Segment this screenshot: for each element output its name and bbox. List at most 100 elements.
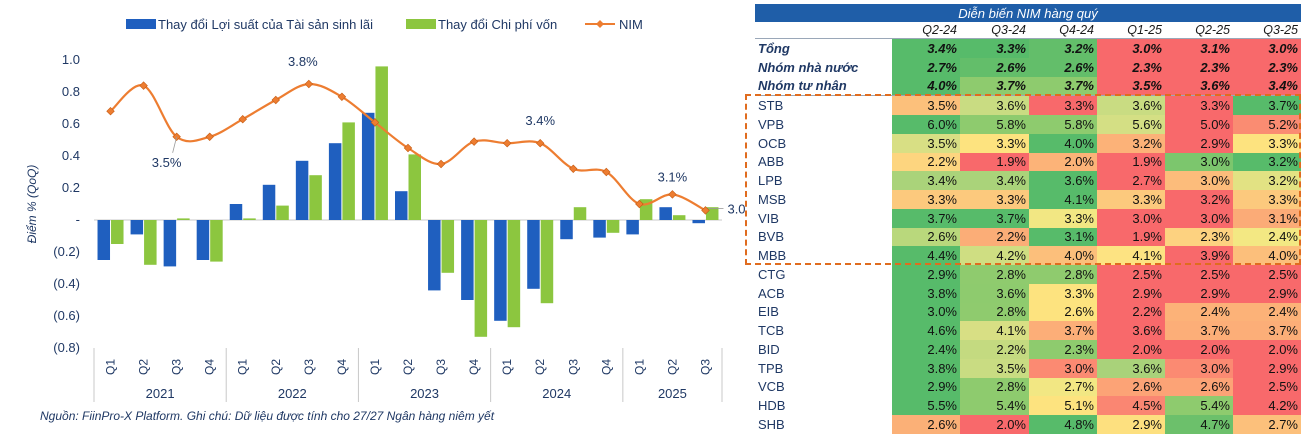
table-header-row: Q2-24 Q3-24 Q4-24 Q1-25 Q2-25 Q3-25 (755, 22, 1301, 39)
nim-cell: 3.2% (1165, 190, 1233, 209)
x-tick-label: Q4 (599, 359, 613, 375)
x-tick-label: Q1 (104, 359, 118, 375)
nim-cell: 3.1% (1165, 38, 1233, 58)
nim-cell: 3.6% (1097, 358, 1165, 378)
table-row: OCB 3.5% 3.3% 4.0% 3.2% 2.9% 3.3% (755, 133, 1301, 153)
nim-cell: 5.0% (1165, 115, 1233, 134)
bar-funding-cost (573, 207, 587, 220)
x-tick-label: Q4 (467, 359, 481, 375)
nim-cell: 2.3% (1097, 57, 1165, 77)
nim-cell: 2.7% (1097, 171, 1165, 190)
table-row: VIB 3.7% 3.7% 3.3% 3.0% 3.0% 3.1% (755, 208, 1301, 228)
nim-cell: 4.1% (1097, 246, 1165, 265)
x-tick-label: Q1 (632, 359, 646, 375)
x-tick-label: Q2 (401, 359, 415, 375)
nim-cell: 3.5% (1097, 76, 1165, 96)
nim-annotation: 3.8% (288, 54, 318, 69)
nim-cell: 3.1% (1029, 227, 1097, 247)
nim-cell: 2.9% (1165, 283, 1233, 303)
table-row: SHB 2.6% 2.0% 4.8% 2.9% 4.7% 2.7% (755, 415, 1301, 434)
nim-cell: 3.3% (1029, 283, 1097, 303)
nim-marker (668, 190, 677, 199)
row-label: LPB (758, 173, 783, 189)
nim-cell: 3.0% (1165, 152, 1233, 172)
x-tick-label: Q2 (533, 359, 547, 375)
y-tick-label: 0.6 (62, 116, 80, 131)
nim-cell: 3.2% (1233, 152, 1301, 172)
nim-cell: 4.7% (1165, 415, 1233, 434)
row-label: STB (755, 95, 892, 115)
nim-cell: 2.6% (1029, 302, 1097, 322)
nim-cell: 5.5% (892, 396, 960, 415)
bar-funding-cost (441, 220, 455, 273)
bar-funding-cost (276, 205, 289, 220)
table-row: TCB 4.6% 4.1% 3.7% 3.6% 3.7% 3.7% (755, 321, 1301, 340)
x-tick-label: Q4 (203, 359, 217, 375)
nim-cell: 2.9% (892, 377, 960, 397)
nim-cell: 3.2% (1097, 133, 1165, 153)
table-row: ACB 3.8% 3.6% 3.3% 2.9% 2.9% 2.9% (755, 283, 1301, 303)
legend-label: NIM (619, 17, 643, 32)
nim-cell: 3.3% (1233, 190, 1301, 209)
nim-cell: 3.3% (1029, 208, 1097, 228)
nim-marker (469, 137, 479, 146)
bar-yield (97, 220, 111, 260)
nim-cell: 4.2% (960, 246, 1029, 265)
nim-marker (139, 81, 148, 90)
nim-cell: 2.6% (1097, 377, 1165, 397)
nim-cell: 3.2% (1029, 38, 1097, 58)
bar-yield (659, 207, 672, 220)
nim-cell: 2.6% (960, 57, 1029, 77)
source-note: Nguồn: FiinPro-X Platform. Ghi chú: Dữ l… (40, 409, 495, 423)
bar-yield (527, 220, 540, 289)
nim-cell: 2.9% (1097, 415, 1165, 434)
table-row: Tổng 3.4% 3.3% 3.2% 3.0% 3.1% 3.0% (755, 38, 1301, 58)
row-label: VCB (758, 379, 785, 395)
nim-cell: 3.6% (1097, 95, 1165, 115)
nim-cell: 2.8% (960, 302, 1029, 322)
nim-cell: 6.0% (892, 115, 960, 134)
nim-cell: 2.0% (960, 415, 1029, 434)
nim-cell: 3.3% (1097, 190, 1165, 209)
column-header: Q3-24 (960, 22, 1029, 39)
table-row: BID 2.4% 2.2% 2.3% 2.0% 2.0% 2.0% (755, 340, 1301, 359)
nim-cell: 2.2% (892, 152, 960, 172)
column-header: Q2-24 (892, 22, 960, 39)
bar-funding-cost (507, 220, 521, 328)
nim-cell: 3.3% (960, 133, 1029, 153)
nim-cell: 3.3% (960, 38, 1029, 58)
nim-marker (535, 138, 545, 148)
bar-yield (395, 191, 408, 220)
x-year-label: 2021 (146, 386, 175, 401)
bar-yield (461, 220, 474, 300)
nim-cell: 3.5% (892, 133, 960, 153)
bar-yield (593, 220, 606, 238)
nim-cell: 2.3% (1165, 57, 1233, 77)
table-row: BVB 2.6% 2.2% 3.1% 1.9% 2.3% 2.4% (755, 227, 1301, 247)
nim-cell: 2.7% (892, 57, 960, 77)
annotation-leader (172, 136, 178, 153)
table-row: HDB 5.5% 5.4% 5.1% 4.5% 5.4% 4.2% (755, 396, 1301, 415)
nim-cell: 2.2% (1097, 302, 1165, 322)
bar-yield (295, 160, 309, 220)
bar-yield (196, 220, 210, 260)
y-tick-label: 1.0 (62, 52, 80, 67)
x-tick-label: Q3 (566, 359, 580, 375)
nim-cell: 5.4% (960, 396, 1029, 415)
nim-cell: 5.8% (1029, 115, 1097, 134)
nim-cell: 3.2% (1233, 171, 1301, 190)
y-tick-label: 0.2 (62, 180, 80, 195)
row-label: VIB (758, 210, 779, 226)
legend-marker (596, 20, 604, 28)
x-tick-label: Q2 (665, 359, 679, 375)
row-label: BID (758, 341, 780, 357)
bar-funding-cost (408, 154, 421, 220)
nim-cell: 5.6% (1097, 115, 1165, 134)
nim-cell: 3.3% (1233, 133, 1301, 153)
x-year-label: 2025 (658, 386, 687, 401)
bar-yield (328, 143, 342, 220)
nim-cell: 3.7% (892, 208, 960, 228)
nim-marker (337, 92, 347, 102)
nim-cell: 5.4% (1165, 396, 1233, 415)
nim-marker (403, 143, 413, 153)
